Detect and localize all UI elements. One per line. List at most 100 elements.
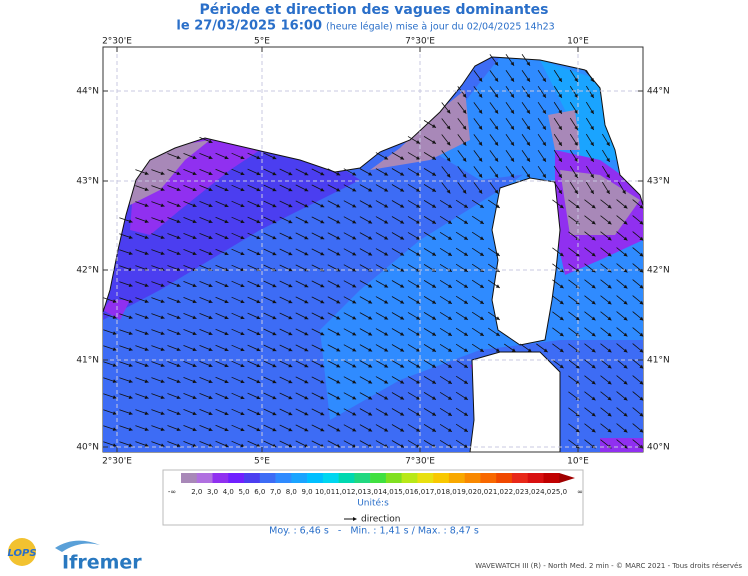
arrow-head xyxy=(559,204,564,209)
arrow-head xyxy=(431,236,436,240)
arrow-head xyxy=(591,364,596,369)
arrow-head xyxy=(192,379,197,384)
arrow-head xyxy=(590,189,594,194)
arrow-head xyxy=(224,235,229,240)
arrow-head xyxy=(431,140,436,144)
arrow-head xyxy=(176,155,181,160)
arrow-head xyxy=(352,379,357,384)
arrow-head xyxy=(462,125,467,130)
arrow-head xyxy=(462,109,467,114)
arrow-head xyxy=(446,109,451,114)
arrow-head xyxy=(431,284,436,288)
arrow-head xyxy=(208,395,213,400)
arrow-head xyxy=(128,347,133,351)
arrow-head xyxy=(495,316,500,320)
arrow-head xyxy=(542,141,546,146)
ifremer-logo: Ifremer xyxy=(62,552,142,574)
arrow-head xyxy=(591,348,596,353)
arrow-head xyxy=(176,283,181,288)
colorbar-segment xyxy=(480,473,497,483)
arrow-head xyxy=(400,428,405,432)
arrow-head xyxy=(479,348,484,352)
arrow-head xyxy=(320,395,325,400)
colorbar-label: 19,0 xyxy=(457,488,473,496)
arrow-head xyxy=(400,252,405,256)
colorbar-label: 5,0 xyxy=(238,488,249,496)
arrow-head xyxy=(240,315,245,320)
arrow-head xyxy=(320,315,325,320)
arrow-head xyxy=(463,236,468,240)
arrow-head xyxy=(431,316,436,320)
arrow-head xyxy=(479,300,484,304)
arrow-head xyxy=(304,443,309,448)
arrow-head xyxy=(144,379,149,383)
arrow-head xyxy=(527,348,532,353)
arrow-head xyxy=(368,396,373,400)
coastline xyxy=(102,56,644,453)
arrow-head xyxy=(526,173,530,178)
arrow-head xyxy=(623,380,628,385)
arrow-head xyxy=(495,204,500,208)
arrow-head xyxy=(463,412,468,416)
arrow-head xyxy=(446,125,451,130)
arrow-head xyxy=(416,316,421,320)
arrow-head xyxy=(352,443,357,448)
arrow-head xyxy=(192,299,197,304)
lon-label-bottom: 5°E xyxy=(254,457,270,467)
arrow-head xyxy=(463,332,468,336)
arrow-head xyxy=(352,203,357,208)
arrow-head xyxy=(400,396,405,400)
arrow-head xyxy=(447,428,452,432)
colorbar-label: 23,0 xyxy=(520,488,536,496)
arrow-head xyxy=(575,204,580,209)
arrow-head xyxy=(574,189,578,194)
arrow-head xyxy=(192,363,197,368)
arrow-head xyxy=(494,93,499,98)
arrow-head xyxy=(256,155,261,160)
arrow-head xyxy=(431,124,436,128)
arrow-head xyxy=(574,157,578,162)
colorbar-segment xyxy=(543,473,560,483)
arrow-head xyxy=(478,157,483,162)
arrow-head xyxy=(192,395,197,400)
colorbar-segment xyxy=(322,473,339,483)
arrow-head xyxy=(224,347,229,352)
colorbar-label: 20,0 xyxy=(473,488,489,496)
lat-label-left: 44°N xyxy=(76,87,99,97)
arrow-head xyxy=(368,380,373,384)
arrow-head xyxy=(288,267,293,272)
arrow-head xyxy=(176,347,181,352)
arrow-head xyxy=(368,332,373,336)
arrow-head xyxy=(591,300,596,305)
arrow-head xyxy=(400,220,405,224)
arrow-head xyxy=(400,332,405,336)
arrow-head xyxy=(368,348,373,352)
arrow-head xyxy=(558,189,562,194)
arrow-head xyxy=(256,251,261,256)
arrow-head xyxy=(574,173,578,178)
arrow-head xyxy=(463,268,468,272)
arrow-head xyxy=(192,203,197,208)
arrow-head xyxy=(256,411,261,416)
colorbar-label: 11,0 xyxy=(331,488,347,496)
arrow-head xyxy=(128,443,133,447)
arrow-head xyxy=(416,172,421,176)
arrow-head xyxy=(272,155,277,160)
arrow-head xyxy=(208,379,213,384)
arrow-head xyxy=(320,283,325,288)
arrow-head xyxy=(607,380,612,385)
zone xyxy=(548,110,580,150)
arrow-head xyxy=(447,300,452,304)
arrow-head xyxy=(463,364,468,368)
arrow-head xyxy=(320,411,325,416)
colorbar-label: 18,0 xyxy=(441,488,457,496)
arrow-head xyxy=(192,411,197,416)
arrow-head xyxy=(384,220,389,224)
arrow-head xyxy=(256,219,261,224)
arrow-head xyxy=(607,396,612,401)
arrow-head xyxy=(336,443,341,448)
arrow-head xyxy=(574,93,578,98)
arrow-head xyxy=(160,203,165,208)
arrow-head xyxy=(384,316,389,320)
arrow-head xyxy=(208,331,213,336)
